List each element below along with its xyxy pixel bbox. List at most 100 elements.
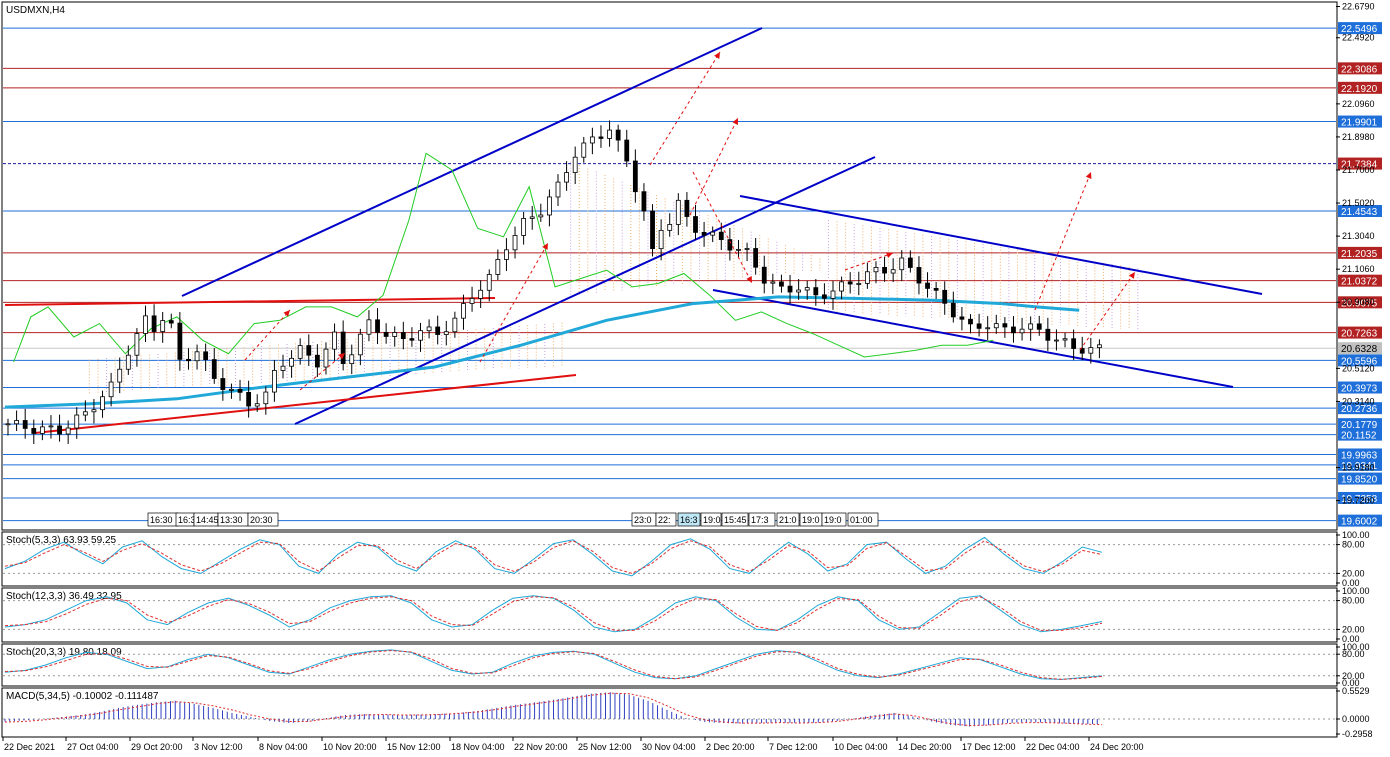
candle-body	[787, 285, 793, 293]
trend-lines	[4, 27, 1263, 434]
time-tick-label: 27 Oct 04:00	[67, 742, 119, 752]
time-marker-box	[776, 512, 800, 527]
time-marker-box	[821, 512, 847, 527]
channel-line	[181, 27, 763, 297]
price-level-label: 19.7358	[1341, 494, 1378, 505]
candle-body	[22, 420, 28, 429]
price-level-label: 19.8520	[1341, 475, 1378, 486]
candle-body	[1028, 323, 1034, 330]
time-marker-label: 21:0	[779, 515, 797, 525]
price-level-label: 20.6328	[1341, 344, 1378, 355]
candle-body	[100, 396, 105, 411]
candle-body	[143, 315, 148, 334]
stoch-signal-line	[4, 650, 1103, 680]
candle-body	[736, 248, 741, 251]
time-axis: 22 Dec 2021 27 Oct 04:00 29 Oct 20:00 3 Nov…	[2, 737, 1144, 752]
candle-body	[375, 319, 380, 333]
arrow-head	[746, 276, 752, 283]
candle-body	[632, 160, 638, 193]
candle-body	[108, 381, 114, 398]
candle-body	[469, 298, 475, 304]
candle-body	[521, 218, 527, 236]
indicator-panel	[1, 587, 1338, 643]
time-marker-box	[721, 512, 749, 527]
indicator-title: Stoch(12,3,3) 36.49 32.95	[6, 591, 122, 602]
candle-body	[186, 358, 191, 362]
price-level-tag	[1338, 342, 1382, 355]
price-level-label: 21.2035	[1341, 249, 1378, 260]
candle-body	[272, 370, 277, 393]
indicator-tick-label: 80.00	[1342, 596, 1365, 606]
time-tick-label: 3 Nov 12:00	[194, 742, 243, 752]
price-level-tag	[1338, 458, 1382, 471]
price-tick-label: 20.3140	[1342, 396, 1375, 406]
time-marker-label: 17:3	[751, 515, 769, 525]
time-tick-label: 24 Dec 20:00	[1090, 742, 1144, 752]
candle-body	[426, 326, 432, 332]
stoch-main-line	[4, 649, 1103, 680]
candle-body	[57, 425, 62, 435]
indicator-tick-label: 0.0000	[1342, 714, 1370, 724]
candle-body	[203, 351, 209, 360]
candle-body	[1036, 323, 1042, 330]
candle-body	[65, 427, 71, 435]
candle-body	[495, 259, 501, 275]
candle-body	[280, 365, 286, 371]
arrow-head	[732, 118, 738, 125]
candle-body	[168, 320, 174, 324]
candle-body	[641, 191, 647, 212]
candle-body	[624, 139, 630, 162]
price-level-label: 21.0372	[1341, 277, 1378, 288]
candle-body	[512, 235, 518, 251]
time-tick-label: 8 Nov 04:00	[259, 742, 308, 752]
candle-body	[435, 326, 441, 335]
price-tick-label: 21.5020	[1342, 198, 1375, 208]
price-level-tag	[1338, 381, 1382, 394]
price-level-tag	[1338, 448, 1382, 461]
indicator-tick-label: 0.5529	[1342, 686, 1370, 696]
candle-body	[39, 426, 45, 434]
candle-body	[779, 281, 784, 287]
candle-body	[907, 257, 913, 268]
price-level-tag	[1338, 491, 1382, 504]
indicator-tick-label: 0.00	[1342, 634, 1360, 644]
price-level-tag	[1338, 296, 1382, 309]
candle-body	[882, 267, 887, 274]
time-tick-label: 22 Dec 2021	[4, 742, 55, 752]
channel-line	[712, 289, 1234, 388]
price-level-label: 20.2736	[1341, 404, 1378, 415]
time-tick-label: 10 Dec 04:00	[834, 742, 888, 752]
candle-body	[357, 333, 363, 356]
indicator-tick-label: 80.00	[1342, 540, 1365, 550]
price-tick-label: 19.9180	[1342, 463, 1375, 473]
candle-body	[925, 282, 930, 289]
arrow-head	[283, 310, 290, 317]
time-marker-label: 19:0	[824, 515, 842, 525]
indicator-panel	[1, 531, 1338, 587]
time-marker-label: 19:0	[703, 515, 721, 525]
price-level-tag	[1338, 274, 1382, 287]
price-level-tag	[1338, 22, 1382, 35]
candle-body	[349, 354, 355, 365]
price-tick-label: 21.8980	[1342, 132, 1375, 142]
arrow-head	[714, 52, 720, 59]
price-level-tag	[1338, 514, 1382, 527]
projection-arrows	[244, 51, 1136, 391]
candle-body	[297, 345, 303, 359]
candle-body	[306, 345, 312, 356]
time-tick-label: 22 Dec 04:00	[1026, 742, 1080, 752]
candle-body	[761, 266, 767, 284]
price-level-label: 22.1920	[1341, 84, 1378, 95]
time-marker-box	[748, 512, 776, 527]
price-level-label: 21.7384	[1341, 160, 1378, 171]
price-level-label: 21.4543	[1341, 207, 1378, 218]
time-tick-label: 22 Nov 20:00	[514, 742, 568, 752]
candle-body	[804, 287, 810, 291]
time-tick-label: 2 Dec 20:00	[706, 742, 755, 752]
candle-body	[796, 289, 802, 293]
candle-body	[1097, 344, 1102, 349]
time-tick-label: 10 Nov 20:00	[323, 742, 377, 752]
projection-arrow	[689, 117, 739, 216]
time-tick-label: 7 Dec 12:00	[769, 742, 818, 752]
